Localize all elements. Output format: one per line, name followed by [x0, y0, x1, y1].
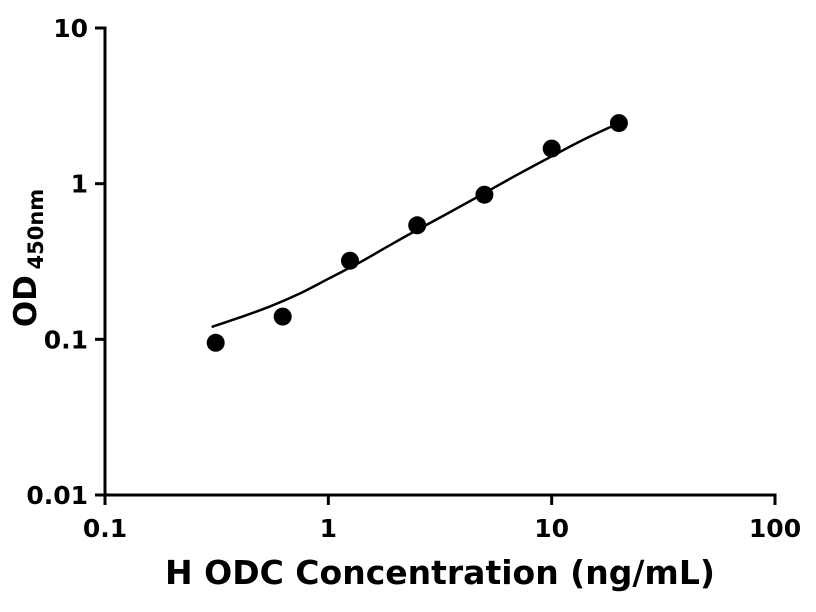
x-tick-label: 100: [749, 514, 801, 543]
x-tick-label: 1: [320, 514, 337, 543]
y-axis-title-main: OD: [8, 275, 44, 327]
y-tick-label: 0.01: [26, 481, 88, 510]
y-tick-label: 10: [53, 14, 88, 43]
data-point: [542, 139, 561, 158]
data-point: [408, 216, 427, 235]
data-point: [609, 114, 628, 133]
x-tick-label: 10: [534, 514, 569, 543]
y-axis-title-subscript: 450nm: [24, 189, 48, 270]
data-point: [206, 333, 225, 352]
y-axis-title: OD 450nm: [8, 189, 48, 327]
curve-layer: [211, 121, 620, 329]
data-point: [341, 251, 359, 270]
x-tick-label: 0.1: [83, 514, 127, 543]
axes: [103, 26, 777, 497]
fit-curve: [211, 121, 620, 329]
axis-spines: [103, 26, 777, 497]
data-point: [475, 185, 494, 204]
x-axis-title: H ODC Concentration (ng/mL): [165, 553, 715, 592]
ticks: 0.1 1 10 100 0.01 0.1 1 10: [26, 14, 801, 543]
data-point: [273, 307, 292, 326]
data-points: [206, 114, 628, 352]
y-tick-label: 1: [71, 170, 88, 199]
y-tick-label: 0.1: [44, 325, 88, 354]
